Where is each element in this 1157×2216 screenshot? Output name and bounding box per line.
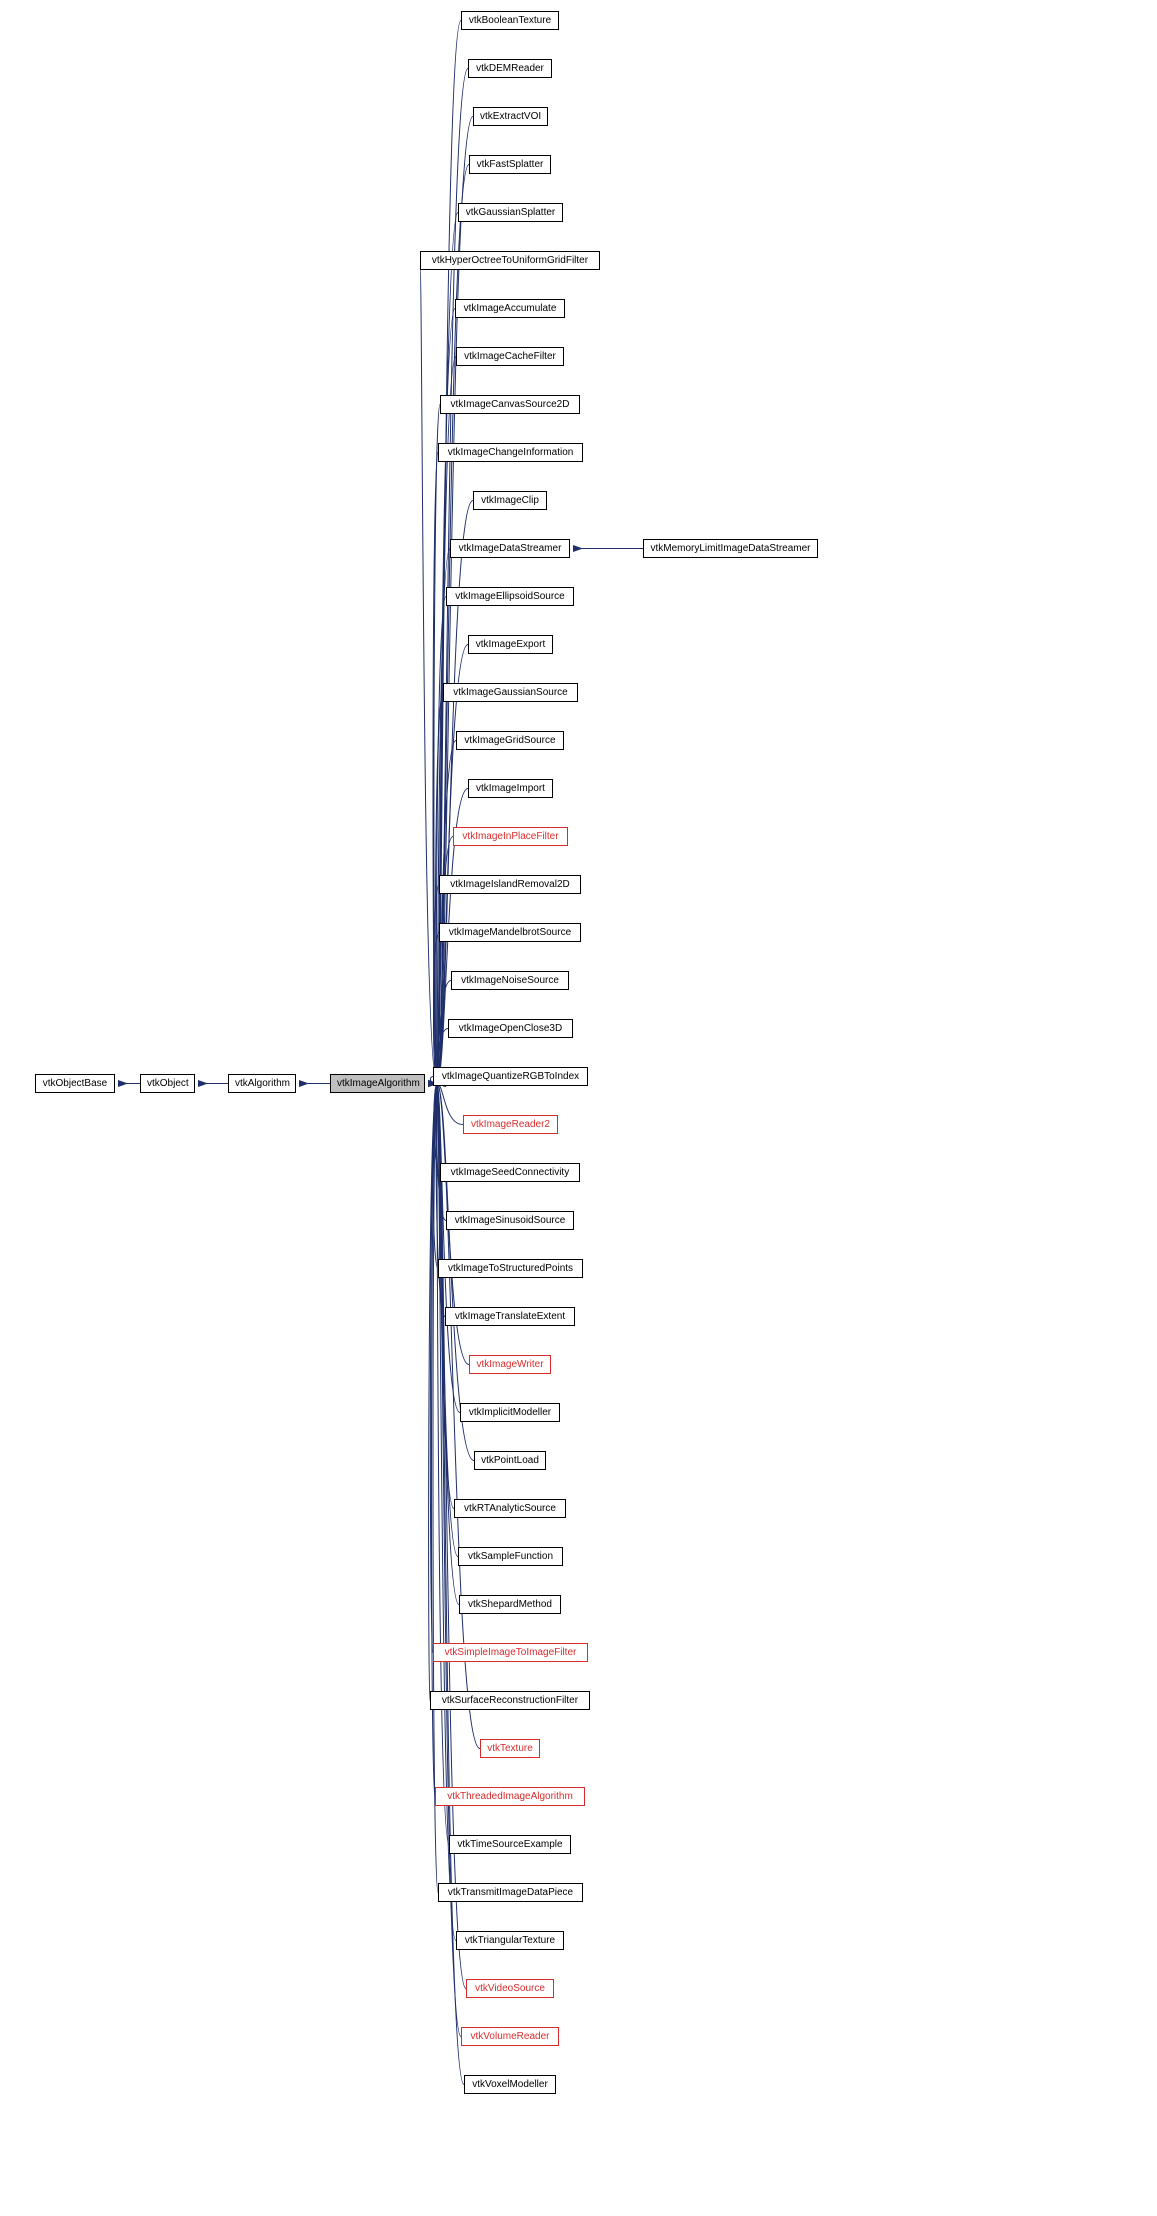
class-node-label: vtkObjectBase	[43, 1078, 107, 1089]
class-node-vtkHyperOctreeToUniformGridFilter[interactable]: vtkHyperOctreeToUniformGridFilter	[420, 251, 600, 270]
class-node-label: vtkImageDataStreamer	[459, 543, 562, 554]
class-node-vtkImageQuantizeRGBToIndex[interactable]: vtkImageQuantizeRGBToIndex	[433, 1067, 588, 1086]
class-node-label: vtkSimpleImageToImageFilter	[445, 1647, 577, 1658]
class-node-label: vtkImageAccumulate	[464, 303, 557, 314]
class-node-label: vtkImageTranslateExtent	[455, 1311, 565, 1322]
class-node-label: vtkImageSeedConnectivity	[451, 1167, 569, 1178]
class-node-vtkImageGridSource[interactable]: vtkImageGridSource	[456, 731, 564, 750]
class-node-vtkImageDataStreamer[interactable]: vtkImageDataStreamer	[450, 539, 570, 558]
class-node-label: vtkImageExport	[476, 639, 545, 650]
class-node-vtkTransmitImageDataPiece[interactable]: vtkTransmitImageDataPiece	[438, 1883, 583, 1902]
class-node-vtkTexture[interactable]: vtkTexture	[480, 1739, 540, 1758]
class-node-label: vtkImageNoiseSource	[461, 975, 559, 986]
class-node-vtkThreadedImageAlgorithm[interactable]: vtkThreadedImageAlgorithm	[435, 1787, 585, 1806]
class-node-vtkImageCanvasSource2D[interactable]: vtkImageCanvasSource2D	[440, 395, 580, 414]
class-node-vtkImageAccumulate[interactable]: vtkImageAccumulate	[455, 299, 565, 318]
class-node-label: vtkDEMReader	[476, 63, 544, 74]
class-node-label: vtkGaussianSplatter	[466, 207, 556, 218]
class-node-vtkMemoryLimitImageDataStreamer[interactable]: vtkMemoryLimitImageDataStreamer	[643, 539, 818, 558]
class-node-vtkTimeSourceExample[interactable]: vtkTimeSourceExample	[449, 1835, 571, 1854]
class-node-vtkImageWriter[interactable]: vtkImageWriter	[469, 1355, 551, 1374]
class-node-label: vtkImageSinusoidSource	[455, 1215, 566, 1226]
class-node-label: vtkImageEllipsoidSource	[455, 591, 565, 602]
class-node-label: vtkImageReader2	[471, 1119, 550, 1130]
class-node-label: vtkImageClip	[481, 495, 539, 506]
class-node-vtkImageImport[interactable]: vtkImageImport	[468, 779, 553, 798]
class-node-label: vtkTransmitImageDataPiece	[448, 1887, 573, 1898]
class-node-vtkImageReader2[interactable]: vtkImageReader2	[463, 1115, 558, 1134]
class-node-label: vtkHyperOctreeToUniformGridFilter	[432, 255, 588, 266]
class-node-label: vtkImageCanvasSource2D	[451, 399, 570, 410]
class-node-label: vtkVoxelModeller	[472, 2079, 548, 2090]
class-node-label: vtkBooleanTexture	[469, 15, 551, 26]
class-node-label: vtkImageInPlaceFilter	[462, 831, 558, 842]
class-node-vtkImageChangeInformation[interactable]: vtkImageChangeInformation	[438, 443, 583, 462]
class-node-label: vtkVolumeReader	[471, 2031, 550, 2042]
class-node-vtkTriangularTexture[interactable]: vtkTriangularTexture	[456, 1931, 564, 1950]
class-node-center[interactable]: vtkImageAlgorithm	[330, 1074, 425, 1093]
class-node-label: vtkImageGridSource	[464, 735, 555, 746]
class-node-vtkVideoSource[interactable]: vtkVideoSource	[466, 1979, 554, 1998]
class-node-label: vtkTexture	[487, 1743, 533, 1754]
class-node-vtkImageGaussianSource[interactable]: vtkImageGaussianSource	[443, 683, 578, 702]
class-node-vtkGaussianSplatter[interactable]: vtkGaussianSplatter	[458, 203, 563, 222]
class-node-vtkImageEllipsoidSource[interactable]: vtkImageEllipsoidSource	[446, 587, 574, 606]
class-node-vtkPointLoad[interactable]: vtkPointLoad	[474, 1451, 546, 1470]
class-node-vtkSimpleImageToImageFilter[interactable]: vtkSimpleImageToImageFilter	[433, 1643, 588, 1662]
class-node-label: vtkShepardMethod	[468, 1599, 552, 1610]
class-node-vtkImageSinusoidSource[interactable]: vtkImageSinusoidSource	[446, 1211, 574, 1230]
class-node-label: vtkImageWriter	[476, 1359, 543, 1370]
class-node-label: vtkExtractVOI	[480, 111, 541, 122]
class-node-vtkImageTranslateExtent[interactable]: vtkImageTranslateExtent	[445, 1307, 575, 1326]
class-node-label: vtkImageMandelbrotSource	[449, 927, 571, 938]
class-node-label: vtkAlgorithm	[235, 1078, 290, 1089]
class-node-vtkImplicitModeller[interactable]: vtkImplicitModeller	[460, 1403, 560, 1422]
class-node-label: vtkImplicitModeller	[469, 1407, 551, 1418]
class-node-vtkImageCacheFilter[interactable]: vtkImageCacheFilter	[456, 347, 564, 366]
class-node-label: vtkImageOpenClose3D	[459, 1023, 562, 1034]
class-node-vtkImageToStructuredPoints[interactable]: vtkImageToStructuredPoints	[438, 1259, 583, 1278]
class-node-label: vtkRTAnalyticSource	[464, 1503, 556, 1514]
class-node-vtkVolumeReader[interactable]: vtkVolumeReader	[461, 2027, 559, 2046]
class-node-label: vtkImageToStructuredPoints	[448, 1263, 573, 1274]
class-node-label: vtkImageImport	[476, 783, 545, 794]
class-node-vtkImageNoiseSource[interactable]: vtkImageNoiseSource	[451, 971, 569, 990]
class-node-vtkExtractVOI[interactable]: vtkExtractVOI	[473, 107, 548, 126]
class-node-vtkVoxelModeller[interactable]: vtkVoxelModeller	[464, 2075, 556, 2094]
class-node-vtkFastSplatter[interactable]: vtkFastSplatter	[469, 155, 551, 174]
class-node-label: vtkImageCacheFilter	[464, 351, 556, 362]
class-node-vtkShepardMethod[interactable]: vtkShepardMethod	[459, 1595, 561, 1614]
class-node-vtkImageSeedConnectivity[interactable]: vtkImageSeedConnectivity	[440, 1163, 580, 1182]
class-node-label: vtkImageAlgorithm	[337, 1078, 420, 1089]
class-node-label: vtkImageGaussianSource	[453, 687, 568, 698]
class-node-vtkImageClip[interactable]: vtkImageClip	[473, 491, 547, 510]
class-node-vtkObjectBase[interactable]: vtkObjectBase	[35, 1074, 115, 1093]
class-node-vtkRTAnalyticSource[interactable]: vtkRTAnalyticSource	[454, 1499, 566, 1518]
class-node-vtkImageOpenClose3D[interactable]: vtkImageOpenClose3D	[448, 1019, 573, 1038]
class-node-vtkImageExport[interactable]: vtkImageExport	[468, 635, 553, 654]
class-node-label: vtkMemoryLimitImageDataStreamer	[650, 543, 810, 554]
class-node-vtkBooleanTexture[interactable]: vtkBooleanTexture	[461, 11, 559, 30]
class-node-label: vtkThreadedImageAlgorithm	[447, 1791, 573, 1802]
class-node-vtkImageIslandRemoval2D[interactable]: vtkImageIslandRemoval2D	[439, 875, 581, 894]
class-node-label: vtkImageChangeInformation	[448, 447, 574, 458]
class-node-label: vtkSurfaceReconstructionFilter	[442, 1695, 578, 1706]
inheritance-diagram: vtkImageAlgorithm vtkAlgorithm vtkObject vt…	[0, 0, 1157, 2216]
class-node-label: vtkTriangularTexture	[465, 1935, 555, 1946]
class-node-label: vtkImageQuantizeRGBToIndex	[442, 1071, 579, 1082]
class-node-vtkImageInPlaceFilter[interactable]: vtkImageInPlaceFilter	[453, 827, 568, 846]
class-node-label: vtkTimeSourceExample	[457, 1839, 562, 1850]
class-node-label: vtkVideoSource	[475, 1983, 545, 1994]
class-node-vtkSampleFunction[interactable]: vtkSampleFunction	[458, 1547, 563, 1566]
class-node-label: vtkPointLoad	[481, 1455, 539, 1466]
class-node-vtkObject[interactable]: vtkObject	[140, 1074, 195, 1093]
class-node-label: vtkImageIslandRemoval2D	[450, 879, 570, 890]
class-node-label: vtkObject	[147, 1078, 189, 1089]
class-node-vtkImageMandelbrotSource[interactable]: vtkImageMandelbrotSource	[439, 923, 581, 942]
class-node-vtkSurfaceReconstructionFilter[interactable]: vtkSurfaceReconstructionFilter	[430, 1691, 590, 1710]
class-node-label: vtkSampleFunction	[468, 1551, 553, 1562]
class-node-label: vtkFastSplatter	[477, 159, 544, 170]
class-node-vtkAlgorithm[interactable]: vtkAlgorithm	[228, 1074, 296, 1093]
class-node-vtkDEMReader[interactable]: vtkDEMReader	[468, 59, 552, 78]
